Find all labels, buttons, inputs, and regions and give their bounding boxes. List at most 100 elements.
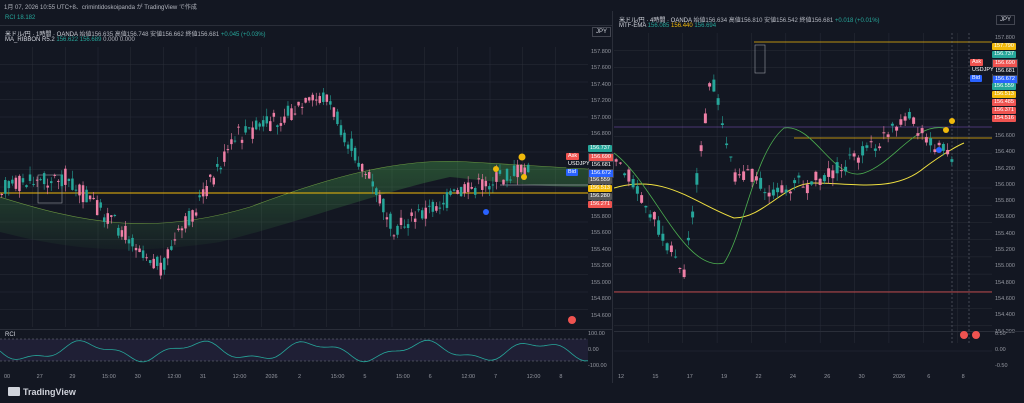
- left-price-tick: 155.000: [591, 279, 611, 286]
- left-candle: [523, 167, 526, 176]
- right-candle: [746, 169, 750, 171]
- right-candle: [669, 245, 673, 253]
- right-candle: [699, 145, 703, 152]
- left-candle: [226, 149, 230, 151]
- left-chart-panel[interactable]: RCI 18.182 米ドル/円 · 1時間 · OANDA 始値156.635…: [0, 11, 614, 383]
- right-candle: [720, 123, 724, 125]
- left-ohlc-legend: 米ドル/円 · 1時間 · OANDA 始値156.635 高値156.748 …: [5, 32, 266, 38]
- left-candle: [311, 94, 314, 101]
- right-time-tick: 30: [858, 374, 865, 380]
- right-candle: [895, 126, 899, 131]
- tradingview-logo[interactable]: TradingView: [8, 387, 76, 397]
- tradingview-icon: [8, 387, 20, 396]
- left-rci-oscillator[interactable]: [0, 331, 588, 371]
- left-candle: [477, 178, 481, 180]
- left-candle: [332, 107, 336, 117]
- right-candle: [929, 138, 933, 146]
- left-candle: [163, 258, 166, 270]
- left-time-tick: 31: [200, 374, 207, 380]
- left-currency-badge[interactable]: JPY: [592, 27, 612, 37]
- left-time-tick: 00: [4, 374, 11, 380]
- right-candle: [767, 192, 771, 197]
- left-candle: [276, 125, 279, 127]
- left-time-tick: 12:00: [232, 374, 247, 380]
- right-candle: [950, 159, 954, 162]
- left-candle: [389, 213, 392, 229]
- left-candle: [481, 179, 484, 190]
- right-price-tick: 155.600: [995, 214, 1015, 221]
- left-candle: [353, 147, 357, 161]
- left-candle: [378, 194, 382, 204]
- left-candle: [329, 101, 332, 105]
- right-time-tick: 22: [755, 374, 762, 380]
- left-candle: [7, 181, 11, 189]
- right-candle: [627, 169, 631, 182]
- right-candle: [729, 156, 733, 158]
- right-candle: [780, 185, 784, 193]
- left-candle: [152, 258, 155, 269]
- right-indicator-legend: MTF-EMA 156.085 156.440 156.694: [619, 23, 717, 29]
- left-top-rci-label: RCI 18.182: [5, 15, 36, 21]
- right-candle: [835, 162, 839, 174]
- left-time-tick: 7: [494, 374, 498, 380]
- left-time-tick: 12:00: [526, 374, 541, 380]
- right-candle: [725, 143, 729, 146]
- right-candles[interactable]: [614, 33, 992, 343]
- right-candle: [793, 180, 797, 184]
- right-candle: [648, 214, 652, 218]
- right-candle: [946, 149, 950, 155]
- left-price-tick: 157.400: [591, 81, 611, 88]
- left-candle: [428, 205, 431, 207]
- right-candle: [695, 173, 699, 185]
- right-chart-panel[interactable]: 米ドル/円 · 4時間 · OANDA 始値156.634 高値156.810 …: [614, 11, 1024, 383]
- left-candle: [117, 227, 120, 236]
- right-price-axis[interactable]: 157.800157.600157.400157.200157.000156.8…: [970, 33, 1024, 343]
- left-candle: [318, 96, 322, 103]
- left-candle: [410, 212, 413, 216]
- left-price-tick: 154.800: [591, 296, 611, 303]
- right-time-tick: 19: [721, 374, 728, 380]
- left-time-tick: 15:00: [102, 374, 116, 380]
- right-candle: [827, 168, 831, 177]
- left-candle: [297, 101, 300, 106]
- left-time-axis[interactable]: 00 27 29 15:00 30 12:00 31 12:00 2026 2 15:00 5 15:0…: [0, 373, 588, 383]
- right-price-label: 156.513: [992, 91, 1016, 98]
- left-time-tick: 12:00: [461, 374, 476, 380]
- right-candle: [848, 154, 852, 156]
- right-candle: [856, 157, 860, 163]
- left-candle: [28, 174, 32, 181]
- left-candle: [456, 190, 459, 194]
- left-candle: [413, 218, 417, 222]
- footer-bar: [0, 383, 1024, 403]
- right-candle: [801, 186, 805, 188]
- left-candle: [322, 92, 325, 102]
- left-candle: [170, 246, 173, 250]
- left-candles[interactable]: [0, 47, 588, 327]
- right-time-axis[interactable]: 12 15 17 19 22 24 26 30 2026 6 8: [614, 373, 992, 383]
- right-candle: [759, 177, 763, 189]
- left-candle: [371, 181, 375, 187]
- right-price-tick: 156.400: [995, 149, 1015, 156]
- right-currency-badge[interactable]: JPY: [996, 15, 1016, 25]
- left-candle: [442, 202, 445, 205]
- left-candle: [127, 239, 131, 244]
- right-lower-pane[interactable]: [614, 331, 992, 371]
- left-candle: [113, 214, 117, 216]
- separator: [0, 329, 612, 330]
- right-time-tick: 2026: [892, 374, 906, 380]
- left-candle: [382, 198, 385, 213]
- left-candle: [85, 189, 88, 203]
- left-candle: [219, 167, 223, 170]
- left-price-label: 156.280: [588, 193, 612, 200]
- right-candle: [805, 184, 809, 194]
- left-candle: [314, 99, 318, 101]
- left-candle: [0, 194, 4, 196]
- left-candle: [120, 230, 124, 237]
- right-candle: [737, 174, 741, 176]
- left-candle: [364, 174, 367, 176]
- right-candle: [754, 176, 758, 181]
- left-time-tick: 30: [134, 374, 141, 380]
- right-candle: [903, 116, 907, 121]
- left-price-axis[interactable]: 157.800 157.600 157.400 157.200 157.000 156.8…: [566, 47, 614, 327]
- right-price-tick: 155.800: [995, 198, 1015, 205]
